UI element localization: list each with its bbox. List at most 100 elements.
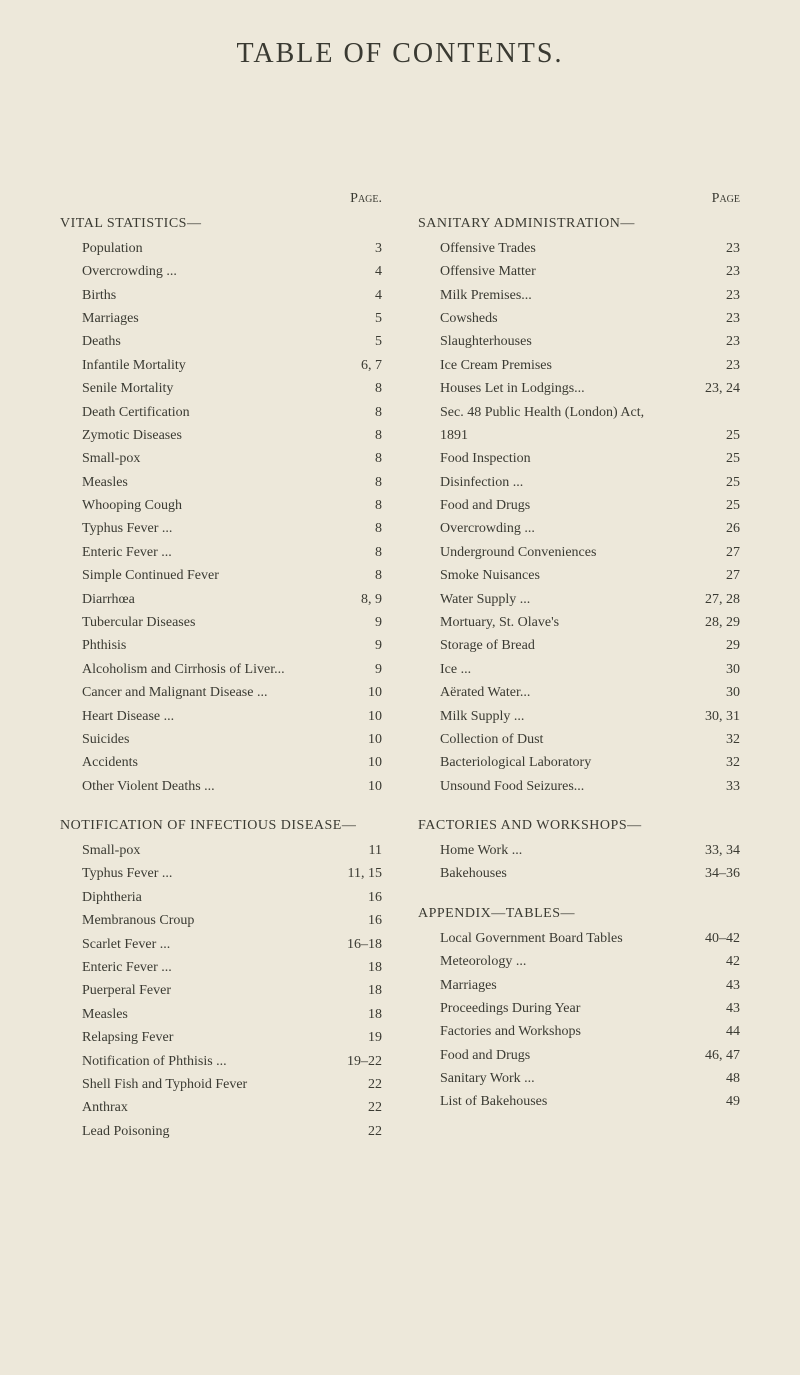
toc-entry-label: Meteorology ...: [440, 953, 526, 972]
toc-entry-label: Alcoholism and Cirrhosis of Liver...: [82, 661, 285, 680]
toc-entry-label: Senile Mortality: [82, 380, 173, 399]
toc-entry: Milk Supply ... 30, 31: [418, 708, 740, 727]
toc-entry: Population 3: [60, 240, 382, 259]
toc-entry: Houses Let in Lodgings...23, 24: [418, 380, 740, 399]
toc-entry-label: Ice ...: [440, 661, 471, 680]
toc-entry-page: 6, 7: [342, 357, 382, 376]
toc-entry-label: Phthisis: [82, 637, 126, 656]
toc-entry-page: 3: [342, 240, 382, 259]
toc-entry-page: 8: [342, 427, 382, 446]
toc-entry-label: Milk Supply ...: [440, 708, 524, 727]
content-columns: Page. VITAL STATISTICS— Population 3 Overcr…: [60, 190, 740, 1146]
section-heading: FACTORIES AND WORKSHOPS—: [418, 817, 740, 836]
toc-entry-label: Small-pox: [82, 842, 140, 861]
toc-entry-page: 32: [700, 731, 740, 750]
page-header-left: Page.: [60, 190, 382, 209]
toc-entry: Small-pox8: [60, 450, 382, 469]
toc-entry-label: Ice Cream Premises: [440, 357, 552, 376]
toc-entry-page: 27: [700, 544, 740, 563]
toc-entry-label: Smoke Nuisances: [440, 567, 540, 586]
toc-entry-page: 8: [342, 497, 382, 516]
toc-entry-label: Death Certification: [82, 404, 190, 423]
toc-entry-label: Sec. 48 Public Health (London) Act,: [440, 404, 644, 423]
toc-entry: Enteric Fever ...18: [60, 959, 382, 978]
toc-entry-page: 30: [700, 684, 740, 703]
toc-entry-label: Marriages: [440, 977, 497, 996]
toc-entry: Food and Drugs25: [418, 497, 740, 516]
toc-entry-page: 25: [700, 450, 740, 469]
toc-entry-label: Disinfection ...: [440, 474, 523, 493]
toc-entry-label: Proceedings During Year: [440, 1000, 580, 1019]
toc-entry-label: Water Supply ...: [440, 591, 530, 610]
toc-entry-page: 8: [342, 450, 382, 469]
toc-entry-page: 5: [342, 333, 382, 352]
toc-entry-page: 9: [342, 661, 382, 680]
page-header-right: Page: [418, 190, 740, 209]
toc-entry-page: 10: [342, 684, 382, 703]
section-heading: APPENDIX—TABLES—: [418, 905, 740, 924]
toc-entry-page: 10: [342, 708, 382, 727]
toc-entry: Notification of Phthisis ...19–22: [60, 1053, 382, 1072]
toc-entry-page: 25: [700, 427, 740, 446]
toc-entry-label: Infantile Mortality: [82, 357, 186, 376]
toc-entry-page: 16–18: [342, 936, 382, 955]
toc-entry: List of Bakehouses49: [418, 1093, 740, 1112]
toc-entry-label: Membranous Croup: [82, 912, 194, 931]
toc-entry: Enteric Fever ...8: [60, 544, 382, 563]
toc-entry-page: 25: [700, 497, 740, 516]
toc-entry-page: 30, 31: [700, 708, 740, 727]
toc-entry: Senile Mortality8: [60, 380, 382, 399]
toc-entry-label: Bacteriological Laboratory: [440, 754, 591, 773]
toc-entry-page: 19–22: [342, 1053, 382, 1072]
toc-entry-page: 23: [700, 263, 740, 282]
toc-entry: Factories and Workshops44: [418, 1023, 740, 1042]
toc-entry: Diarrhœa8, 9: [60, 591, 382, 610]
section-heading: VITAL STATISTICS—: [60, 215, 382, 234]
toc-entry-page: 30: [700, 661, 740, 680]
toc-entry: Overcrowding ...26: [418, 520, 740, 539]
toc-entry-label: Shell Fish and Typhoid Fever: [82, 1076, 247, 1095]
toc-entry-page: 9: [342, 614, 382, 633]
toc-entry: Suicides10: [60, 731, 382, 750]
toc-entry-label: Overcrowding ...: [440, 520, 535, 539]
toc-entry-label: Factories and Workshops: [440, 1023, 581, 1042]
toc-entry: Shell Fish and Typhoid Fever22: [60, 1076, 382, 1095]
toc-entry-label: Food and Drugs: [440, 1047, 530, 1066]
page-title: TABLE OF CONTENTS.: [60, 38, 740, 70]
toc-entry-label: Aërated Water...: [440, 684, 530, 703]
toc-entry-page: 23: [700, 240, 740, 259]
toc-entry-page: 40–42: [700, 930, 740, 949]
toc-entry: Infantile Mortality 6, 7: [60, 357, 382, 376]
toc-entry: Unsound Food Seizures...33: [418, 778, 740, 797]
toc-entry: Ice Cream Premises23: [418, 357, 740, 376]
toc-entry-page: 8: [342, 567, 382, 586]
toc-entry-label: Whooping Cough: [82, 497, 182, 516]
toc-entry-page: 16: [342, 912, 382, 931]
toc-entry: Small-pox 11: [60, 842, 382, 861]
toc-entry-page: 9: [342, 637, 382, 656]
toc-entry: Measles18: [60, 1006, 382, 1025]
toc-entry-label: Mortuary, St. Olave's: [440, 614, 559, 633]
toc-entry-page: 10: [342, 754, 382, 773]
toc-entry-label: Typhus Fever ...: [82, 520, 172, 539]
toc-entry-label: Cowsheds: [440, 310, 498, 329]
toc-entry: Meteorology ... 42: [418, 953, 740, 972]
toc-entry-page: 22: [342, 1123, 382, 1142]
toc-entry: Marriages5: [60, 310, 382, 329]
toc-entry-page: 19: [342, 1029, 382, 1048]
toc-entry-page: 10: [342, 731, 382, 750]
toc-entry-page: 8: [342, 404, 382, 423]
toc-entry-page: 42: [700, 953, 740, 972]
toc-entry-page: 23: [700, 287, 740, 306]
toc-entry: Diphtheria16: [60, 889, 382, 908]
toc-entry: Cancer and Malignant Disease ...10: [60, 684, 382, 703]
toc-entry-label: Population: [82, 240, 143, 259]
toc-entry: Collection of Dust32: [418, 731, 740, 750]
toc-entry-label: Sanitary Work ...: [440, 1070, 535, 1089]
toc-entry-page: 11: [342, 842, 382, 861]
toc-entry-page: 4: [342, 263, 382, 282]
toc-entry-page: 18: [342, 982, 382, 1001]
toc-entry: Slaughterhouses23: [418, 333, 740, 352]
toc-entry-page: 43: [700, 1000, 740, 1019]
toc-entry-label: Overcrowding ...: [82, 263, 177, 282]
